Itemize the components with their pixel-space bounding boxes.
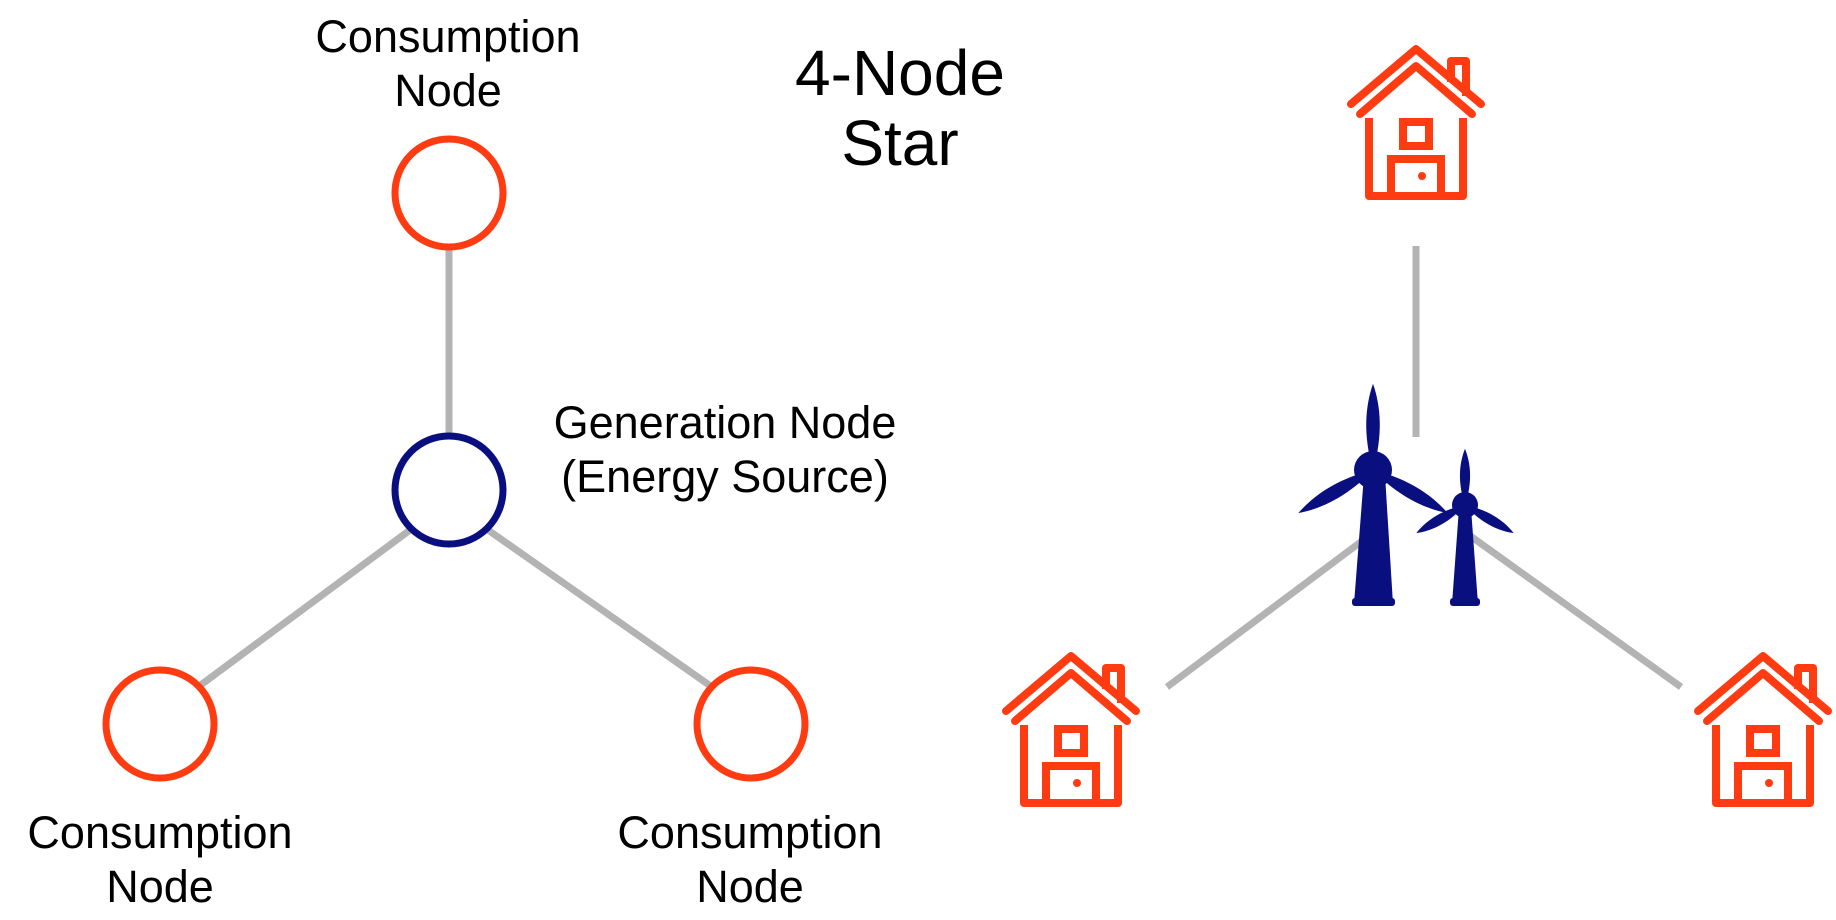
pictorial-star-diagram — [1006, 49, 1828, 803]
house-icon-bottom-left — [1006, 656, 1136, 803]
edges — [195, 246, 715, 690]
center-node-label-line1: Generation Node — [554, 397, 897, 448]
top-node-label-line2: Node — [394, 65, 502, 116]
title-line1: 4-Node — [795, 37, 1005, 109]
title-line2: Star — [841, 107, 958, 179]
edge-bottom-left — [195, 527, 413, 690]
abstract-star-diagram: Consumption Node Generation Node (Energy… — [27, 11, 896, 912]
bottom-left-node-label-line1: Consumption — [27, 807, 292, 858]
consumption-node-top — [391, 135, 507, 251]
edge-bottom-right — [485, 527, 715, 690]
generation-node-center — [391, 432, 507, 548]
consumption-node-bottom-right — [693, 666, 809, 782]
house-icon-top — [1351, 49, 1481, 196]
pictorial-edge-bottom-right — [1459, 527, 1684, 690]
pictorial-edges — [1164, 246, 1684, 690]
bottom-right-node-label-line2: Node — [696, 861, 804, 912]
wind-turbines-icon — [1294, 383, 1517, 606]
center-node-label-line2: (Energy Source) — [561, 451, 889, 502]
top-node-label-line1: Consumption — [315, 11, 580, 62]
diagram-title: 4-Node Star — [795, 37, 1005, 179]
house-icon-bottom-right — [1698, 656, 1828, 803]
bottom-right-node-label-line1: Consumption — [617, 807, 882, 858]
bottom-left-node-label-line2: Node — [106, 861, 214, 912]
pictorial-edge-bottom-left — [1164, 535, 1369, 690]
consumption-node-bottom-left — [102, 666, 218, 782]
